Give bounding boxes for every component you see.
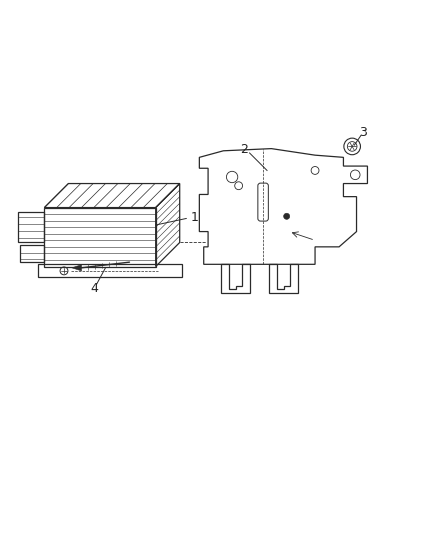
Polygon shape (72, 265, 81, 271)
Text: 2: 2 (240, 143, 248, 156)
Text: 3: 3 (359, 126, 367, 139)
Text: 4: 4 (91, 282, 99, 295)
Text: 1: 1 (191, 211, 199, 224)
Circle shape (284, 213, 290, 220)
